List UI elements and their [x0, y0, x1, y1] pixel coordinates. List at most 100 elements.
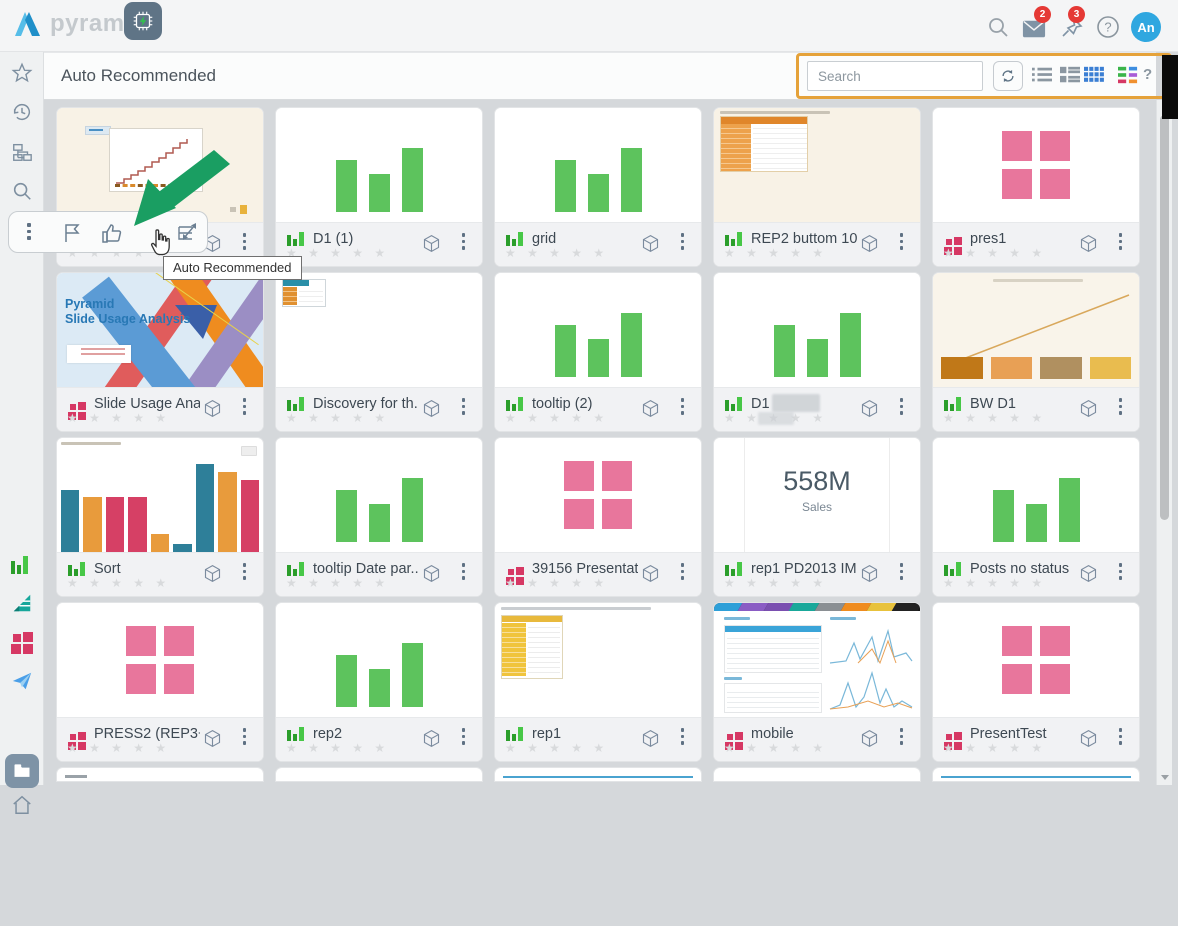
- rating-stars[interactable]: ★ ★ ★ ★ ★: [286, 576, 390, 590]
- content-tile[interactable]: rep1 ★ ★ ★ ★ ★: [495, 603, 701, 761]
- content-tile[interactable]: REP2 buttom 10 ... ★ ★ ★ ★ ★: [714, 108, 920, 266]
- tile-menu-kebab-icon[interactable]: [242, 563, 246, 580]
- tile-footer: REP2 buttom 10 ... ★ ★ ★ ★ ★: [714, 222, 920, 266]
- content-tile[interactable]: D1 (1) ★ ★ ★ ★ ★: [276, 108, 482, 266]
- rating-stars[interactable]: ★ ★ ★ ★ ★: [505, 576, 609, 590]
- scrollbar-down-arrow[interactable]: [1161, 775, 1169, 780]
- home-icon[interactable]: [11, 794, 33, 816]
- content-tile-partial[interactable]: [495, 768, 701, 781]
- rating-stars[interactable]: ★ ★ ★ ★ ★: [286, 246, 390, 260]
- content-tile[interactable]: Posts no status ★ ★ ★ ★ ★: [933, 438, 1139, 596]
- discover-icon[interactable]: [11, 554, 33, 574]
- rating-stars[interactable]: ★ ★ ★ ★ ★: [943, 741, 1047, 755]
- rating-stars[interactable]: ★ ★ ★ ★ ★: [505, 411, 609, 425]
- content-tile[interactable]: PresentTest ★ ★ ★ ★ ★: [933, 603, 1139, 761]
- tile-menu-kebab-icon[interactable]: [899, 398, 903, 415]
- history-icon[interactable]: [11, 101, 33, 123]
- rating-stars[interactable]: ★ ★ ★ ★ ★: [67, 576, 171, 590]
- mail-icon[interactable]: [1022, 17, 1046, 41]
- rating-stars[interactable]: ★ ★ ★ ★ ★: [943, 411, 1047, 425]
- vertical-scrollbar[interactable]: [1156, 100, 1172, 785]
- tile-menu-kebab-icon[interactable]: [1118, 233, 1122, 250]
- content-tile[interactable]: Pyramid Slide Usage Analysis Slide Usage …: [57, 273, 263, 431]
- favorites-star-icon[interactable]: [11, 62, 33, 84]
- tile-menu-kebab-icon[interactable]: [461, 233, 465, 250]
- tile-menu-kebab-icon[interactable]: [461, 728, 465, 745]
- more-kebab-icon[interactable]: [27, 223, 31, 240]
- search-input[interactable]: [808, 68, 1001, 84]
- content-tile[interactable]: 39156 Presentati... ★ ★ ★ ★ ★: [495, 438, 701, 596]
- view-help-button[interactable]: ?: [1143, 66, 1153, 83]
- tile-footer: mobile ★ ★ ★ ★ ★: [714, 717, 920, 761]
- content-tile[interactable]: 558M Sales rep1 PD2013 IM... ★ ★ ★ ★ ★: [714, 438, 920, 596]
- tile-menu-kebab-icon[interactable]: [242, 728, 246, 745]
- content-tile-partial[interactable]: [276, 768, 482, 781]
- search-nav-icon[interactable]: [11, 180, 33, 202]
- rating-stars[interactable]: ★ ★ ★ ★ ★: [67, 741, 171, 755]
- content-tile-partial[interactable]: [933, 768, 1139, 781]
- tile-menu-kebab-icon[interactable]: [899, 728, 903, 745]
- tile-grid: ★ ★ ★ ★ ★ D1 (1) ★ ★ ★ ★ ★: [57, 108, 1139, 926]
- rating-stars[interactable]: ★ ★ ★ ★ ★: [724, 576, 828, 590]
- content-tile[interactable]: rep2 ★ ★ ★ ★ ★: [276, 603, 482, 761]
- content-tile[interactable]: PRESS2 (REP3+4) ★ ★ ★ ★ ★: [57, 603, 263, 761]
- content-tile[interactable]: grid ★ ★ ★ ★ ★: [495, 108, 701, 266]
- tile-menu-kebab-icon[interactable]: [1118, 398, 1122, 415]
- tile-menu-kebab-icon[interactable]: [680, 398, 684, 415]
- refresh-button[interactable]: [993, 61, 1023, 91]
- tile-menu-kebab-icon[interactable]: [680, 233, 684, 250]
- auto-recommend-button[interactable]: [124, 2, 162, 40]
- rating-stars[interactable]: ★ ★ ★ ★ ★: [286, 741, 390, 755]
- help-icon[interactable]: ?: [1096, 15, 1120, 39]
- thumbs-up-icon[interactable]: [100, 221, 124, 245]
- rating-stars[interactable]: ★ ★ ★ ★ ★: [286, 411, 390, 425]
- content-folder-icon[interactable]: [5, 754, 39, 788]
- rating-stars[interactable]: ★ ★ ★ ★ ★: [724, 741, 828, 755]
- hierarchy-icon[interactable]: [11, 141, 33, 163]
- rating-stars[interactable]: ★ ★ ★ ★ ★: [505, 741, 609, 755]
- tile-menu-kebab-icon[interactable]: [899, 563, 903, 580]
- grid-view-icon[interactable]: [1084, 66, 1104, 84]
- discover-type-icon: [725, 562, 742, 576]
- content-tile-partial[interactable]: [714, 768, 920, 781]
- present-icon[interactable]: [11, 632, 33, 654]
- rating-stars[interactable]: ★ ★ ★ ★ ★: [943, 576, 1047, 590]
- detail-view-icon[interactable]: [1060, 66, 1080, 84]
- tiny-glyph: [240, 205, 247, 214]
- tile-menu-kebab-icon[interactable]: [461, 398, 465, 415]
- rating-stars[interactable]: ★ ★ ★ ★ ★: [724, 246, 828, 260]
- tile-thumbnail: [714, 273, 920, 387]
- content-tile[interactable]: Sort ★ ★ ★ ★ ★: [57, 438, 263, 596]
- user-avatar[interactable]: An: [1131, 12, 1161, 42]
- tile-menu-kebab-icon[interactable]: [680, 563, 684, 580]
- content-tile[interactable]: mobile ★ ★ ★ ★ ★: [714, 603, 920, 761]
- rating-stars[interactable]: ★ ★ ★ ★ ★: [943, 246, 1047, 260]
- list-view-icon[interactable]: [1032, 66, 1052, 84]
- tile-menu-kebab-icon[interactable]: [461, 563, 465, 580]
- color-list-view-icon[interactable]: [1118, 66, 1138, 84]
- content-tile[interactable]: D1 ★ ★ ★ ★ ★: [714, 273, 920, 431]
- pin-icon[interactable]: [1060, 15, 1084, 39]
- tile-menu-kebab-icon[interactable]: [1118, 728, 1122, 745]
- rating-stars[interactable]: ★ ★ ★ ★ ★: [67, 411, 171, 425]
- content-tile[interactable]: tooltip Date par... ★ ★ ★ ★ ★: [276, 438, 482, 596]
- rating-stars[interactable]: ★ ★ ★ ★ ★: [505, 246, 609, 260]
- model-icon[interactable]: [11, 592, 33, 614]
- content-tile[interactable]: tooltip (2) ★ ★ ★ ★ ★: [495, 273, 701, 431]
- page-title: Auto Recommended: [61, 66, 216, 85]
- tile-menu-kebab-icon[interactable]: [680, 728, 684, 745]
- search-icon[interactable]: [986, 15, 1010, 39]
- tile-menu-kebab-icon[interactable]: [899, 233, 903, 250]
- tile-menu-kebab-icon[interactable]: [242, 233, 246, 250]
- publish-icon[interactable]: [11, 670, 33, 692]
- scrollbar-thumb[interactable]: [1160, 115, 1169, 520]
- tile-menu-kebab-icon[interactable]: [242, 398, 246, 415]
- tile-menu-kebab-icon[interactable]: [1118, 563, 1122, 580]
- content-tile[interactable]: pres1 ★ ★ ★ ★ ★: [933, 108, 1139, 266]
- flag-icon[interactable]: [61, 221, 85, 245]
- content-tile-partial[interactable]: [57, 768, 263, 781]
- content-type-icon: [506, 562, 524, 585]
- smart-discover-icon[interactable]: [175, 221, 199, 245]
- content-tile[interactable]: Discovery for th... ★ ★ ★ ★ ★: [276, 273, 482, 431]
- content-tile[interactable]: BW D1 ★ ★ ★ ★ ★: [933, 273, 1139, 431]
